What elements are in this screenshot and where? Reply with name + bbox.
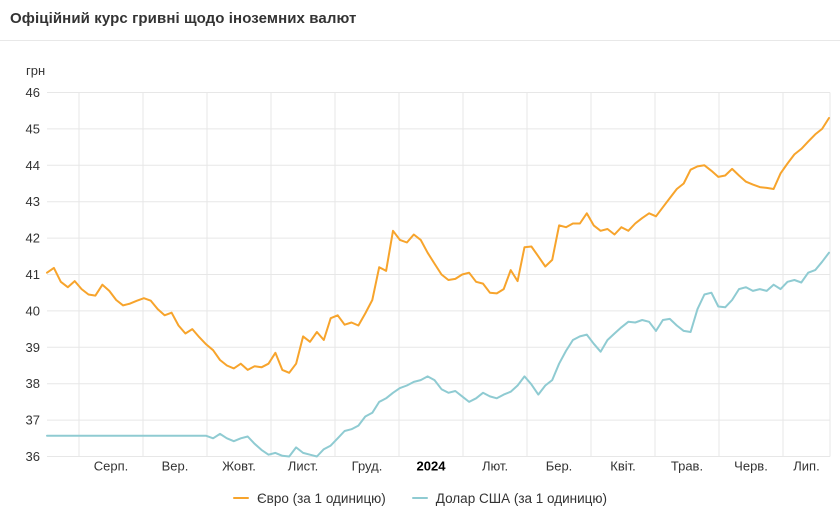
chart-title: Офіційний курс гривні щодо іноземних вал…: [10, 10, 357, 27]
x-tick-label: Жовт.: [222, 459, 256, 474]
y-tick-label: 42: [26, 231, 40, 246]
y-tick-label: 41: [26, 267, 40, 282]
chart-legend: Євро (за 1 одиницю) Долар США (за 1 один…: [0, 487, 840, 509]
x-tick-label: Лист.: [288, 459, 318, 474]
y-tick-label: 44: [26, 158, 40, 173]
chart-header: Офіційний курс гривні щодо іноземних вал…: [0, 0, 840, 41]
y-tick-label: 39: [26, 340, 40, 355]
x-tick-label: Бер.: [546, 459, 573, 474]
y-tick-label: 43: [26, 194, 40, 209]
euro-series-line[interactable]: [46, 117, 830, 374]
usd-series-line[interactable]: [46, 251, 830, 458]
legend-label-usd: Долар США (за 1 одиницю): [435, 490, 608, 506]
x-tick-label: Вер.: [162, 459, 189, 474]
x-tick-label: Лют.: [482, 459, 508, 474]
legend-label-euro: Євро (за 1 одиницю): [256, 490, 386, 506]
x-tick-label: Черв.: [734, 459, 768, 474]
x-tick-label: Серп.: [94, 459, 129, 474]
legend-item-euro[interactable]: Євро (за 1 одиницю): [232, 490, 386, 506]
legend-item-usd[interactable]: Долар США (за 1 одиницю): [411, 490, 608, 506]
x-tick-label: Квіт.: [610, 459, 636, 474]
y-axis-unit-label: грн: [26, 63, 45, 78]
y-tick-label: 36: [26, 449, 40, 464]
x-tick-label: Лип.: [793, 459, 819, 474]
x-tick-label: Груд.: [352, 459, 383, 474]
euro-line-swatch-icon: [232, 496, 249, 500]
x-tick-label: 2024: [417, 459, 447, 474]
y-tick-label: 37: [26, 413, 40, 428]
y-tick-label: 38: [26, 376, 40, 391]
y-tick-label: 46: [26, 85, 40, 100]
y-tick-label: 40: [26, 303, 40, 318]
usd-line-swatch-icon: [411, 496, 428, 500]
x-tick-label: Трав.: [671, 459, 703, 474]
y-tick-label: 45: [26, 121, 40, 136]
